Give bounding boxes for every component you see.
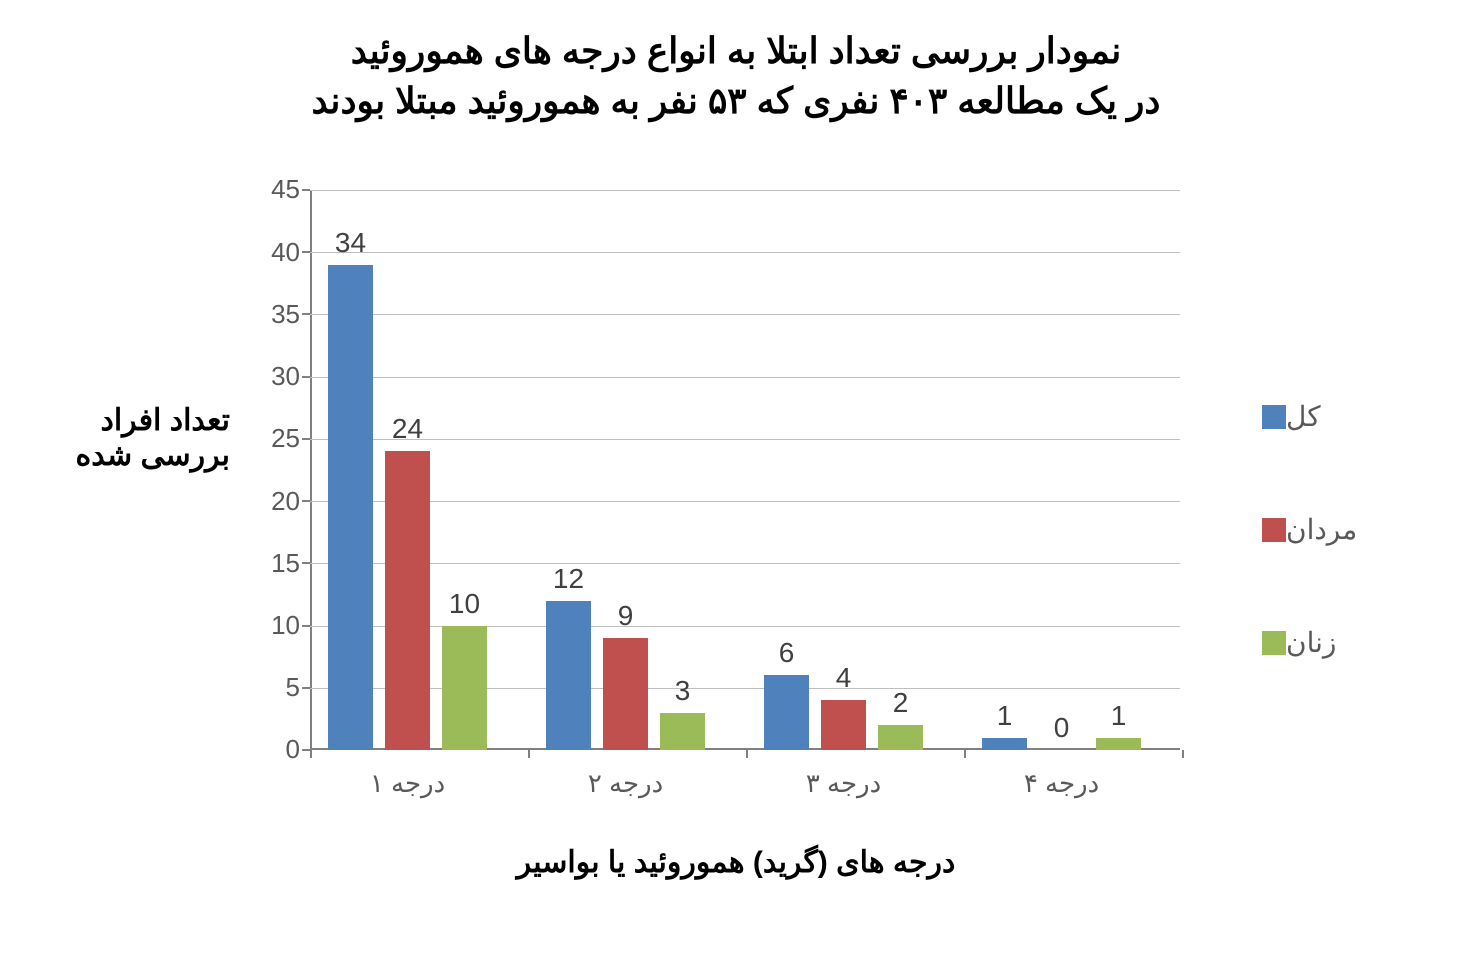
y-tick-label: 0 [250,734,300,765]
bar [546,601,591,750]
gridline [310,501,1180,502]
legend: کل مردان زنان [1250,400,1357,659]
x-tick-label: درجه ۲ [556,768,696,799]
y-tick-mark [302,251,310,253]
bar-value-label: 0 [1029,712,1094,744]
bar-value-label: 1 [1086,700,1151,732]
chart-title-line1: نمودار بررسی تعداد ابتلا به انواع درجه ه… [0,30,1472,72]
legend-item: کل [1250,400,1357,433]
y-tick-mark [302,500,310,502]
y-tick-mark [302,438,310,440]
legend-label: کل [1286,400,1321,433]
bar [982,738,1027,750]
legend-label: زنان [1286,626,1336,659]
gridline [310,314,1180,315]
y-tick-label: 25 [250,423,300,454]
chart-title: نمودار بررسی تعداد ابتلا به انواع درجه ه… [0,30,1472,122]
bar [603,638,648,750]
bar [1096,738,1141,750]
bar [878,725,923,750]
x-tick-label: درجه ۱ [338,768,478,799]
bar [764,675,809,750]
legend-swatch [1262,405,1286,429]
x-tick-label: درجه ۳ [774,768,914,799]
bar-value-label: 9 [593,600,658,632]
bar-value-label: 4 [811,662,876,694]
bar-value-label: 1 [972,700,1037,732]
x-axis-label: درجه های (گرید) هموروئید یا بواسیر [0,845,1472,880]
bar-value-label: 12 [536,563,601,595]
gridline [310,377,1180,378]
x-tick-mark [964,750,966,758]
gridline [310,252,1180,253]
legend-item: مردان [1250,513,1357,546]
y-axis-label-line2: بررسی شده [20,438,230,473]
y-tick-label: 5 [250,672,300,703]
gridline [310,563,1180,564]
y-tick-label: 30 [250,361,300,392]
x-axis-line [310,748,1180,750]
gridline [310,439,1180,440]
y-tick-label: 45 [250,174,300,205]
legend-swatch [1262,631,1286,655]
y-tick-mark [302,313,310,315]
x-tick-label: درجه ۴ [992,768,1132,799]
gridline [310,688,1180,689]
y-tick-label: 20 [250,486,300,517]
x-tick-mark [1182,750,1184,758]
y-tick-mark [302,625,310,627]
y-axis-line [310,190,312,750]
bar-value-label: 6 [754,637,819,669]
y-tick-mark [302,376,310,378]
x-tick-mark [528,750,530,758]
y-axis-label-line1: تعداد افراد [20,403,230,438]
legend-item: زنان [1250,626,1357,659]
chart-title-line2: در یک مطالعه ۴۰۳ نفری که ۵۳ نفر به همورو… [0,80,1472,122]
x-tick-mark [746,750,748,758]
y-tick-label: 15 [250,548,300,579]
plot-area: 051015202530354045342410درجه ۱1293درجه ۲… [310,190,1180,750]
x-tick-mark [310,750,312,758]
bar-chart: نمودار بررسی تعداد ابتلا به انواع درجه ه… [0,0,1472,958]
y-tick-label: 10 [250,610,300,641]
y-tick-label: 35 [250,299,300,330]
bar-value-label: 2 [868,687,933,719]
bar-value-label: 10 [432,588,497,620]
gridline [310,190,1180,191]
legend-swatch [1262,518,1286,542]
bar [328,265,373,750]
legend-label: مردان [1286,513,1357,546]
y-tick-mark [302,562,310,564]
bar-value-label: 24 [375,413,440,445]
bar [385,451,430,750]
y-tick-mark [302,749,310,751]
gridline [310,626,1180,627]
y-tick-label: 40 [250,237,300,268]
y-tick-mark [302,189,310,191]
bar-value-label: 3 [650,675,715,707]
y-tick-mark [302,687,310,689]
bar [821,700,866,750]
y-axis-label: تعداد افراد بررسی شده [20,403,230,473]
bar-value-label: 34 [318,227,383,259]
bar [660,713,705,750]
bar [442,626,487,750]
